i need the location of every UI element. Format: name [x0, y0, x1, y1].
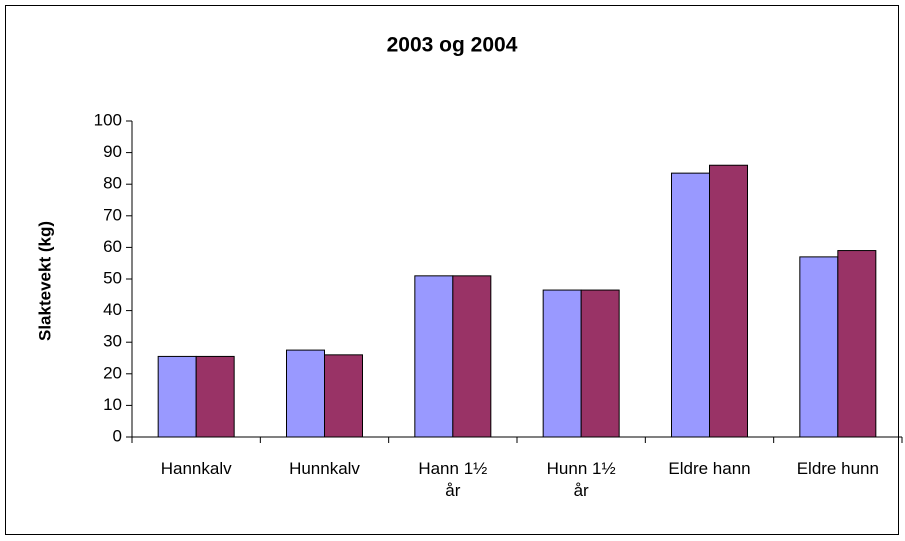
x-tick-label: Hunnkalv	[289, 459, 360, 478]
y-axis-title: Slaktevekt (kg)	[35, 221, 54, 341]
bar	[580, 289, 620, 438]
y-tick-label: 10	[103, 395, 122, 414]
bar	[286, 349, 325, 438]
bar	[709, 164, 748, 438]
x-tick-label: Hunn 1½ år	[546, 459, 616, 500]
x-tick-label: Eldre hann	[668, 459, 751, 478]
x-tick-label: Eldre hunn	[796, 459, 879, 478]
bar	[157, 355, 197, 438]
y-tick-label: 70	[103, 205, 122, 224]
x-tick-label: Hann 1½ år	[418, 459, 488, 500]
chart-border	[5, 5, 899, 535]
y-tick-label: 30	[103, 332, 122, 351]
y-tick-label: 0	[113, 426, 122, 445]
bar	[542, 289, 582, 438]
bar	[837, 250, 877, 438]
chart-title: 2003 og 2004	[387, 34, 518, 57]
y-tick-label: 60	[103, 237, 122, 256]
bar	[195, 355, 235, 438]
x-tick-label: Hannkalv	[160, 459, 232, 478]
bar	[799, 256, 839, 438]
y-tick-label: 50	[103, 268, 122, 287]
y-tick-label: 100	[94, 110, 122, 129]
y-tick-label: 20	[103, 363, 122, 382]
y-tick-label: 80	[103, 174, 122, 193]
bar	[324, 354, 363, 438]
y-tick-label: 40	[103, 300, 122, 319]
y-tick-label: 90	[103, 142, 122, 161]
bar	[452, 275, 492, 438]
bar	[414, 275, 454, 438]
bar	[671, 172, 710, 438]
